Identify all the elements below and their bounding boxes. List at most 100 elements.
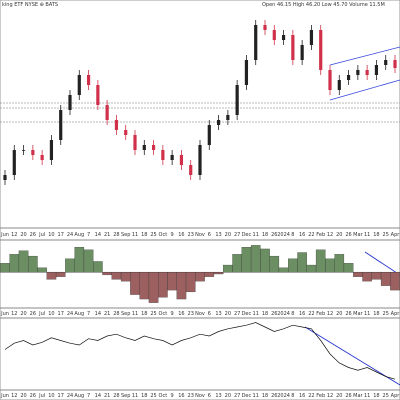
x-tick-label: 17: [58, 393, 64, 399]
x-tick-label: 18: [141, 232, 147, 238]
x-tick-label: 12: [11, 232, 17, 238]
x-tick-label: 26: [345, 311, 351, 317]
x-tick-label: Apr: [391, 311, 400, 317]
x-tick-label: Aug: [74, 393, 84, 399]
candle-body: [133, 135, 137, 150]
x-tick-label: Jul: [38, 393, 45, 399]
oscillator-bar: [130, 272, 140, 295]
candle-body: [68, 95, 72, 110]
x-tick-label: Aug: [74, 311, 84, 317]
x-tick-label: 24: [67, 311, 73, 317]
candle-body: [356, 70, 360, 75]
x-tick-label: 26: [271, 311, 277, 317]
x-tick-label: 9: [171, 311, 174, 317]
x-tick-label: 8: [291, 393, 294, 399]
x-tick-label: Jul: [38, 311, 45, 317]
x-tick-label: Dec: [242, 311, 252, 317]
x-tick-label: 2024: [277, 232, 290, 238]
x-tick-label: 17: [58, 311, 64, 317]
candle-body: [346, 75, 351, 80]
x-tick-label: 25: [383, 311, 389, 317]
candle-body: [3, 175, 7, 180]
oscillator-bar: [195, 272, 205, 282]
x-tick-label: 12: [11, 393, 17, 399]
oscillator-bar: [362, 272, 372, 282]
x-tick-label: 25: [150, 311, 156, 317]
quote: Open 46.15 High 46.20 Low 45.70 Volume 1…: [262, 2, 385, 8]
x-tick-label: 26: [30, 232, 36, 238]
x-tick-label: Mar: [353, 393, 363, 399]
x-tick-label: 11: [364, 311, 370, 317]
oscillator-bar: [139, 272, 150, 300]
oscillator-bar: [269, 255, 280, 273]
x-tick-label: 26: [345, 393, 351, 399]
candle-body: [309, 30, 314, 45]
oscillator-bar: [334, 254, 345, 273]
oscillator-bar: [167, 272, 177, 291]
oscillator-bar: [0, 263, 10, 273]
x-tick-label: 22: [308, 232, 314, 238]
candle-body: [198, 145, 202, 175]
x-tick-label: 25: [150, 393, 156, 399]
x-tick-label: 20: [336, 232, 342, 238]
x-tick-label: Aug: [74, 232, 84, 238]
x-tick-label: 16: [299, 232, 305, 238]
x-tick-label: 6: [208, 393, 211, 399]
candle-body: [365, 70, 369, 75]
x-tick-label: 22: [308, 311, 314, 317]
x-tick-label: Sep: [121, 232, 130, 238]
x-tick-label: 28: [113, 311, 119, 317]
x-tick-label: 23: [188, 311, 194, 317]
candle-body: [105, 105, 109, 120]
x-tick-label: 16: [299, 393, 305, 399]
x-tick-label: 24: [67, 232, 73, 238]
oscillator-bar: [148, 272, 159, 303]
candle-body: [40, 155, 44, 160]
trend-line: [304, 326, 400, 386]
candle-body: [114, 120, 119, 130]
candle-body: [319, 30, 323, 70]
oscillator-bar: [223, 264, 233, 273]
candle-body: [291, 35, 295, 60]
candle-body: [179, 155, 184, 165]
x-tick-label: 10: [48, 232, 54, 238]
x-tick-label: 11: [364, 393, 370, 399]
candle-body: [384, 60, 388, 65]
x-tick-label: Dec: [242, 232, 252, 238]
x-tick-label: 18: [373, 393, 379, 399]
x-tick-label: 18: [373, 232, 379, 238]
x-tick-label: Oct: [159, 311, 168, 317]
candle-body: [86, 75, 91, 85]
x-tick-label: 20: [225, 232, 231, 238]
x-tick-label: 20: [336, 393, 342, 399]
oscillator-bar: [83, 249, 94, 273]
x-tick-label: 28: [113, 232, 119, 238]
x-tick-label: Dec: [242, 393, 252, 399]
x-tick-label: Nov: [195, 393, 205, 399]
x-tick-label: Jul: [38, 232, 45, 238]
candle-body: [216, 120, 221, 125]
x-tick-label: Jun: [0, 232, 9, 238]
x-tick-label: 13: [215, 232, 221, 238]
indicator-line: [4, 322, 396, 380]
oscillator-bar: [353, 272, 363, 277]
x-tick-label: 7: [87, 393, 90, 399]
x-tick-label: 23: [188, 232, 194, 238]
x-tick-label: Mar: [353, 311, 363, 317]
candle-body: [96, 85, 100, 105]
x-tick-label: 21: [104, 393, 110, 399]
x-tick-label: 2024: [277, 393, 290, 399]
x-tick-label: 12: [327, 393, 333, 399]
x-tick-label: 7: [87, 311, 90, 317]
x-tick-label: 28: [113, 393, 119, 399]
x-tick-label: Feb: [316, 393, 325, 399]
x-tick-label: 6: [208, 232, 211, 238]
oscillator-bar: [65, 258, 75, 273]
x-tick-label: Apr: [391, 232, 400, 238]
oscillator-bar: [241, 247, 252, 273]
x-tick-label: 18: [373, 311, 379, 317]
x-tick-label: 20: [20, 393, 26, 399]
oscillator-bar: [213, 272, 224, 275]
x-tick-label: 16: [299, 311, 305, 317]
